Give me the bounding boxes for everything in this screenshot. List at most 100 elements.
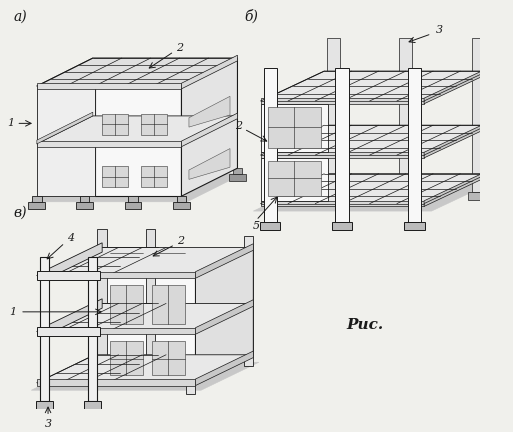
Polygon shape	[31, 362, 259, 390]
Polygon shape	[182, 113, 238, 147]
Polygon shape	[408, 68, 421, 222]
Polygon shape	[261, 152, 424, 158]
Text: 2: 2	[176, 43, 183, 53]
Polygon shape	[37, 379, 195, 386]
Polygon shape	[37, 86, 95, 144]
Text: 4: 4	[512, 173, 513, 184]
Polygon shape	[152, 285, 185, 324]
Polygon shape	[37, 355, 253, 383]
Polygon shape	[323, 192, 344, 200]
Polygon shape	[152, 341, 185, 375]
Polygon shape	[195, 351, 253, 386]
Polygon shape	[184, 168, 193, 174]
Polygon shape	[110, 341, 143, 375]
Polygon shape	[395, 192, 416, 200]
Polygon shape	[261, 201, 424, 206]
Polygon shape	[101, 276, 195, 383]
Polygon shape	[182, 58, 238, 196]
Polygon shape	[261, 158, 328, 201]
Polygon shape	[37, 327, 101, 336]
Polygon shape	[261, 125, 487, 155]
Polygon shape	[142, 166, 167, 187]
Polygon shape	[424, 68, 487, 104]
Polygon shape	[261, 104, 328, 152]
Polygon shape	[264, 68, 277, 222]
Polygon shape	[399, 38, 412, 192]
Text: 3: 3	[436, 25, 443, 35]
Polygon shape	[32, 196, 42, 202]
Text: 1: 1	[9, 307, 16, 317]
Polygon shape	[261, 71, 487, 101]
Polygon shape	[260, 222, 281, 230]
Polygon shape	[37, 58, 238, 86]
Polygon shape	[95, 86, 182, 144]
Polygon shape	[37, 116, 238, 144]
Polygon shape	[44, 243, 102, 280]
Polygon shape	[37, 144, 95, 196]
Polygon shape	[93, 58, 101, 168]
Polygon shape	[424, 171, 487, 206]
Polygon shape	[268, 107, 321, 148]
Polygon shape	[37, 303, 253, 331]
Polygon shape	[244, 236, 253, 366]
Polygon shape	[40, 257, 49, 401]
Polygon shape	[424, 122, 487, 158]
Polygon shape	[142, 373, 159, 381]
Polygon shape	[195, 248, 253, 383]
Polygon shape	[37, 272, 195, 278]
Polygon shape	[195, 300, 253, 334]
Polygon shape	[125, 202, 142, 209]
Polygon shape	[136, 168, 145, 174]
Polygon shape	[189, 149, 230, 179]
Text: в): в)	[13, 206, 27, 220]
Polygon shape	[471, 38, 485, 192]
Polygon shape	[233, 168, 242, 174]
Polygon shape	[95, 144, 182, 196]
Polygon shape	[468, 192, 488, 200]
Polygon shape	[186, 264, 195, 394]
Polygon shape	[332, 222, 352, 230]
Polygon shape	[37, 141, 182, 147]
Polygon shape	[404, 222, 425, 230]
Polygon shape	[102, 166, 128, 187]
Text: Рис.: Рис.	[347, 318, 384, 332]
Polygon shape	[181, 174, 198, 181]
Polygon shape	[142, 114, 167, 134]
Polygon shape	[146, 229, 155, 373]
Polygon shape	[173, 202, 190, 209]
Polygon shape	[36, 401, 53, 409]
Polygon shape	[94, 373, 111, 381]
Polygon shape	[128, 196, 137, 202]
Polygon shape	[253, 181, 495, 211]
Text: 5: 5	[252, 221, 260, 231]
Polygon shape	[261, 174, 487, 203]
Polygon shape	[229, 174, 246, 181]
Polygon shape	[80, 196, 89, 202]
Polygon shape	[37, 271, 101, 280]
Polygon shape	[177, 196, 186, 202]
Text: 4: 4	[67, 233, 74, 243]
Text: а): а)	[13, 10, 27, 24]
Polygon shape	[336, 68, 348, 222]
Text: б): б)	[245, 10, 259, 24]
Polygon shape	[132, 174, 149, 181]
Polygon shape	[327, 38, 340, 192]
Polygon shape	[102, 114, 128, 134]
Polygon shape	[182, 55, 238, 89]
Polygon shape	[37, 83, 182, 89]
Polygon shape	[85, 401, 101, 409]
Polygon shape	[88, 257, 97, 401]
Polygon shape	[28, 202, 45, 209]
Text: 1: 1	[7, 118, 14, 128]
Polygon shape	[189, 96, 230, 127]
Polygon shape	[97, 229, 107, 373]
Text: 3: 3	[45, 419, 52, 429]
Polygon shape	[268, 161, 321, 196]
Polygon shape	[37, 248, 253, 276]
Polygon shape	[37, 112, 93, 144]
Polygon shape	[261, 98, 424, 104]
Polygon shape	[31, 174, 243, 202]
Polygon shape	[110, 285, 143, 324]
Text: 2: 2	[235, 121, 242, 131]
Polygon shape	[195, 244, 253, 278]
